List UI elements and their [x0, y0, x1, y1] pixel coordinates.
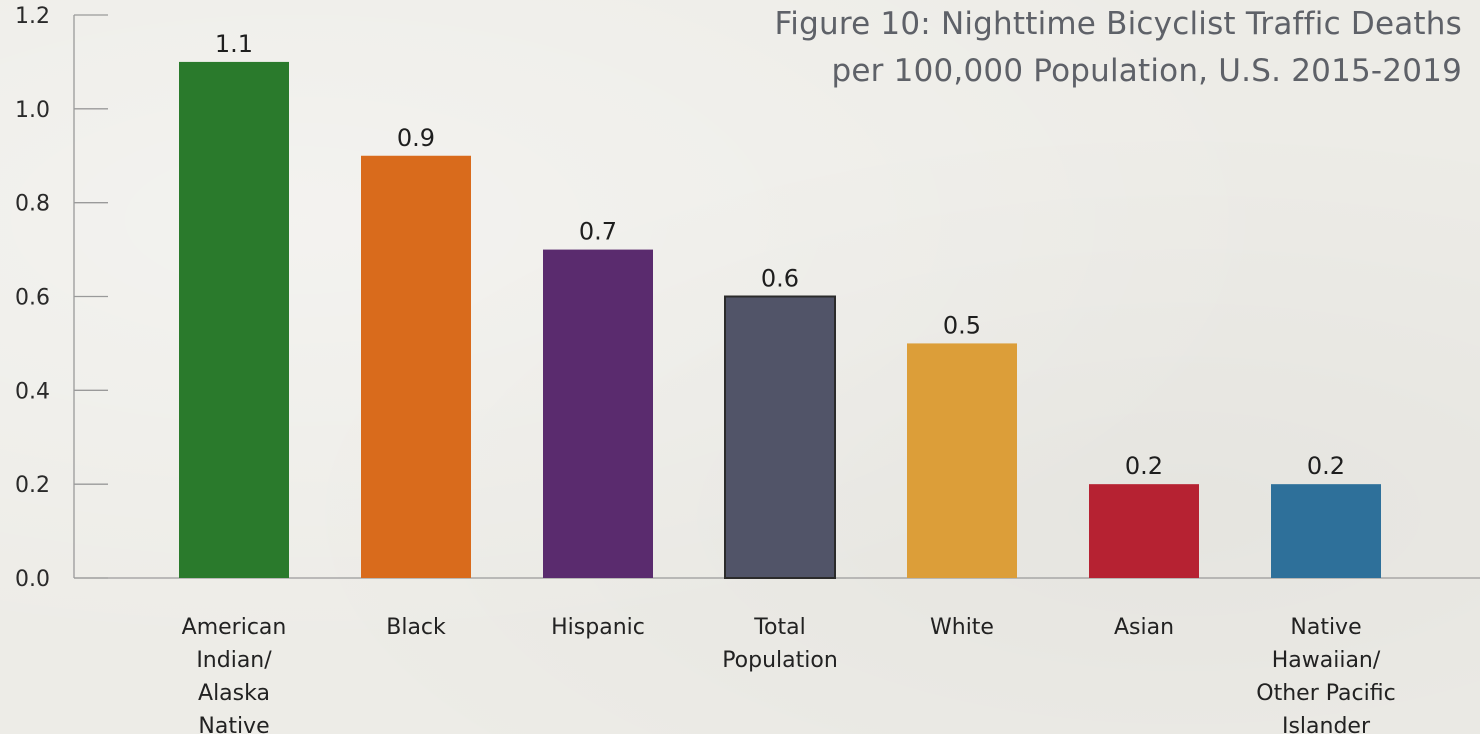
y-tick-label: 1.2 — [15, 4, 50, 29]
category-label: White — [930, 615, 994, 640]
bar-value-label: 0.5 — [943, 311, 981, 339]
category-label: Other Pacific — [1256, 681, 1395, 706]
bar-value-label: 0.2 — [1307, 452, 1345, 480]
bar — [179, 61, 289, 578]
category-label: Islander — [1282, 714, 1371, 734]
bar-value-label: 0.9 — [397, 124, 435, 152]
bar-value-label: 0.7 — [579, 218, 617, 246]
category-label: Asian — [1114, 615, 1174, 640]
bar — [1271, 484, 1381, 578]
bar-value-label: 1.1 — [215, 30, 253, 58]
y-tick-label: 0.6 — [15, 286, 50, 311]
chart-title-line-1: Figure 10: Nighttime Bicyclist Traffic D… — [774, 6, 1462, 42]
category-label: Black — [386, 615, 446, 640]
category-label: Hawaiian/ — [1272, 648, 1381, 673]
bar — [361, 155, 471, 578]
category-label: American — [182, 615, 287, 640]
category-label: Indian/ — [196, 648, 272, 673]
bar — [543, 249, 653, 579]
y-tick-label: 0.8 — [15, 192, 50, 217]
category-label: Native — [1290, 615, 1361, 640]
bar-value-label: 0.6 — [761, 265, 799, 293]
chart-title-line-2: per 100,000 Population, U.S. 2015-2019 — [831, 53, 1462, 89]
category-label: Hispanic — [551, 615, 645, 640]
bar-value-label: 0.2 — [1125, 452, 1163, 480]
y-tick-label: 1.0 — [15, 98, 50, 123]
y-tick-label: 0.0 — [15, 567, 50, 592]
y-tick-label: 0.2 — [15, 473, 50, 498]
category-label: Alaska — [198, 681, 270, 706]
category-label: Population — [722, 648, 838, 673]
bar — [907, 343, 1017, 578]
y-tick-label: 0.4 — [15, 379, 50, 404]
bar — [1089, 484, 1199, 578]
bar — [724, 295, 836, 579]
category-label: Total — [753, 615, 805, 640]
category-label: Native — [198, 714, 269, 734]
